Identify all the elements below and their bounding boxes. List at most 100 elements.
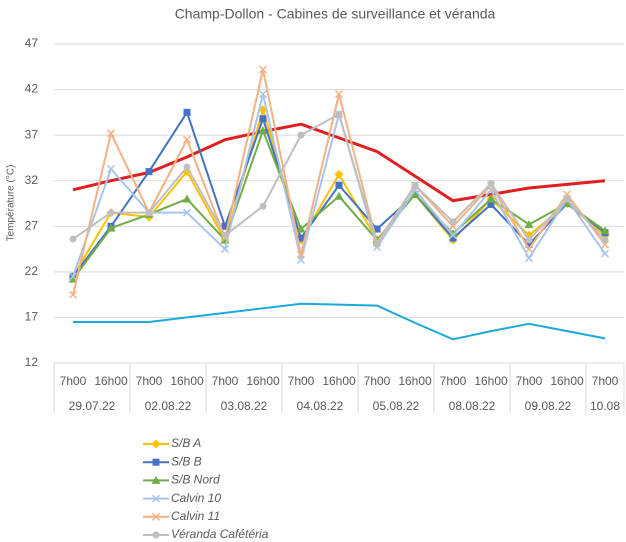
marker (335, 181, 343, 189)
y-axis-label: Température (°C) (6, 165, 17, 242)
marker (487, 179, 495, 187)
x-tick-label: 16h00 (550, 374, 584, 388)
group-label: 08.08.22 (449, 399, 496, 413)
marker (106, 164, 116, 173)
legend-label: Calvin 11 (171, 509, 220, 523)
marker (601, 236, 609, 244)
x-tick-label: 7h00 (516, 374, 543, 388)
legend-label: Calvin 10 (171, 491, 221, 505)
marker (373, 225, 381, 233)
marker (183, 108, 191, 116)
marker (524, 254, 534, 263)
x-tick-label: 7h00 (212, 374, 239, 388)
marker (373, 241, 381, 249)
x-tick-label: 16h00 (246, 374, 280, 388)
marker (600, 249, 610, 258)
marker (296, 224, 306, 233)
marker (145, 209, 153, 217)
marker (152, 458, 160, 466)
marker (68, 290, 78, 299)
y-tick-label: 12 (25, 355, 39, 369)
x-tick-label: 7h00 (136, 374, 163, 388)
y-tick-label: 47 (25, 36, 39, 50)
marker (448, 231, 458, 240)
series-line (73, 302, 606, 341)
group-label: 03.08.22 (221, 399, 268, 413)
y-tick-label: 22 (25, 264, 39, 278)
x-tick-label: 7h00 (592, 374, 619, 388)
marker (106, 223, 116, 232)
group-label: 09.08.22 (525, 399, 572, 413)
marker (525, 241, 533, 249)
y-tick-label: 32 (25, 173, 39, 187)
marker (562, 199, 572, 207)
marker (151, 439, 161, 449)
marker (145, 168, 153, 176)
marker (525, 236, 533, 244)
y-tick-label: 42 (25, 82, 39, 96)
marker (152, 531, 160, 539)
legend-label: S/B A (171, 436, 201, 450)
group-label: 10.08 (590, 399, 620, 413)
marker (68, 274, 78, 283)
x-tick-label: 7h00 (288, 374, 315, 388)
marker (258, 90, 268, 99)
marker (182, 194, 192, 203)
marker (151, 512, 161, 521)
marker (182, 208, 192, 217)
marker (151, 494, 161, 503)
marker (151, 475, 161, 484)
marker (486, 194, 496, 203)
marker (449, 234, 457, 242)
marker (69, 235, 77, 243)
y-tick-label: 37 (25, 127, 39, 141)
marker (297, 234, 305, 242)
legend-label: Véranda Cafétéria (171, 527, 269, 541)
marker (334, 191, 344, 200)
marker (221, 231, 229, 239)
x-tick-label: 16h00 (322, 374, 356, 388)
marker (183, 163, 191, 171)
marker (221, 222, 229, 230)
x-tick-label: 7h00 (440, 374, 467, 388)
group-label: 02.08.22 (145, 399, 192, 413)
x-tick-label: 16h00 (170, 374, 204, 388)
marker (258, 65, 268, 74)
legend-label: S/B B (171, 454, 202, 468)
marker (258, 126, 268, 135)
marker (448, 229, 458, 238)
x-tick-label: 7h00 (364, 374, 391, 388)
marker (449, 218, 457, 226)
marker (411, 181, 419, 189)
chart-title: Champ-Dollon - Cabines de surveillance e… (175, 6, 496, 22)
y-tick-label: 17 (25, 310, 39, 324)
marker (524, 219, 534, 228)
marker (220, 245, 230, 254)
series-line (72, 122, 606, 203)
marker (182, 135, 192, 144)
marker (259, 202, 267, 210)
group-label: 29.07.22 (69, 399, 116, 413)
marker (563, 195, 571, 203)
x-tick-label: 16h00 (474, 374, 508, 388)
series-line (72, 113, 606, 246)
marker (259, 115, 267, 123)
y-tick-label: 27 (25, 218, 39, 232)
x-tick-label: 16h00 (94, 374, 128, 388)
marker (68, 272, 78, 281)
marker (487, 200, 495, 208)
marker (600, 226, 610, 235)
group-label: 05.08.22 (373, 399, 420, 413)
x-tick-label: 7h00 (60, 374, 87, 388)
marker (410, 189, 420, 198)
legend-label: S/B Nord (171, 473, 220, 487)
marker (334, 169, 344, 179)
marker (335, 110, 343, 118)
marker (524, 245, 534, 254)
x-tick-label: 16h00 (398, 374, 432, 388)
marker (297, 131, 305, 139)
group-label: 04.08.22 (297, 399, 344, 413)
marker (296, 250, 306, 259)
marker (106, 129, 116, 138)
